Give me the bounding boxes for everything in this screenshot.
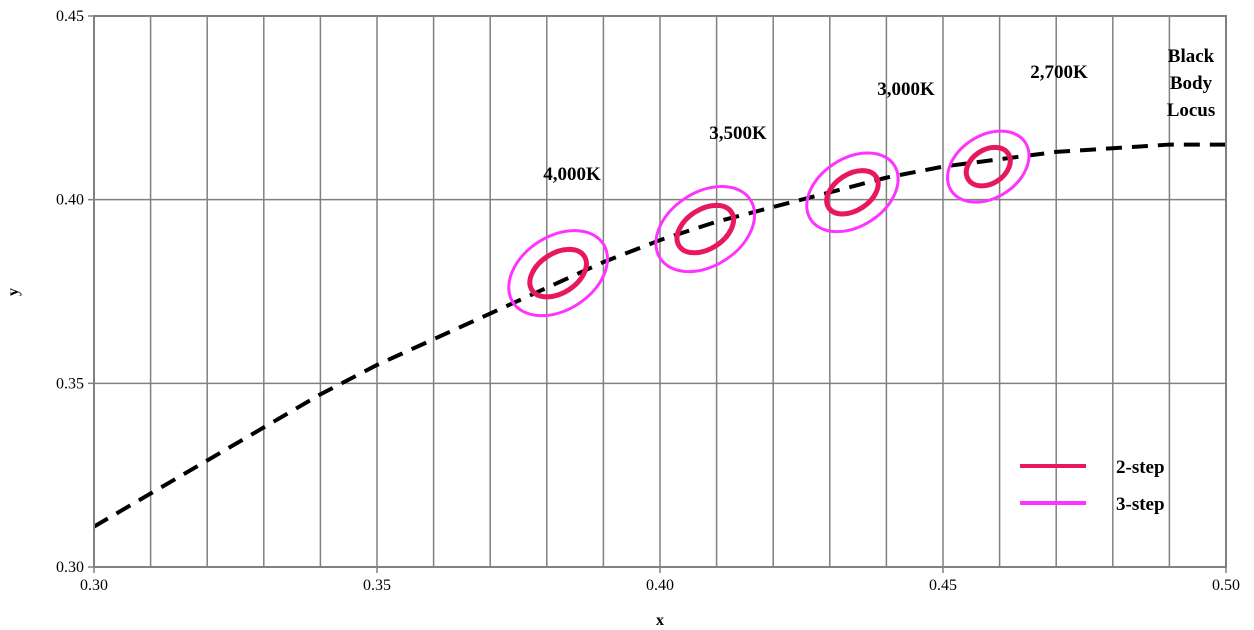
legend-label-2-step: 2-step: [1116, 457, 1165, 478]
ellipse-3-step: [805, 151, 900, 234]
x-tick-label: 0.50: [1212, 577, 1240, 594]
ellipse-2-step: [674, 202, 737, 256]
legend: 2-step 3-step: [1020, 457, 1165, 515]
ellipse-2-step: [824, 168, 881, 217]
black-body-locus-line: [92, 142, 1226, 529]
locus-label-line: Black: [1168, 46, 1215, 67]
ellipse-2-step: [963, 144, 1013, 189]
x-tick-label: 0.45: [929, 577, 957, 594]
x-tick-label: 0.30: [80, 577, 108, 594]
ellipse-layer: [507, 129, 1031, 318]
x-tick-label: 0.40: [646, 577, 674, 594]
cct-label: 3,000K: [877, 79, 935, 100]
locus-label-line: Body: [1170, 73, 1213, 94]
ellipse-2-step: [527, 246, 589, 300]
axes-labels: 0.30 0.35 0.40 0.45 0.50 0.30 0.35 0.40 0.45: [56, 8, 1240, 594]
y-tick-label: 0.40: [56, 192, 84, 209]
y-tick-label: 0.45: [56, 8, 84, 25]
legend-label-3-step: 3-step: [1116, 494, 1165, 515]
x-tick-label: 0.35: [363, 577, 391, 594]
cct-label: 2,700K: [1030, 62, 1088, 83]
locus-label-line: Locus: [1167, 100, 1216, 121]
ellipse-3-step: [946, 129, 1031, 204]
y-tick-label: 0.35: [56, 375, 84, 392]
grid: [94, 16, 1226, 567]
annotations: 4,000K 3,500K 3,000K 2,700K Black Body Locus: [543, 46, 1215, 185]
cct-label: 3,500K: [709, 123, 767, 144]
y-tick-label: 0.30: [56, 559, 84, 576]
y-axis-title: y: [5, 288, 22, 296]
ellipse-3-step: [654, 185, 757, 274]
cct-label: 4,000K: [543, 164, 601, 185]
locus-layer: [92, 142, 1226, 529]
ellipse-3-step: [507, 229, 609, 318]
x-axis-title: x: [656, 612, 664, 629]
